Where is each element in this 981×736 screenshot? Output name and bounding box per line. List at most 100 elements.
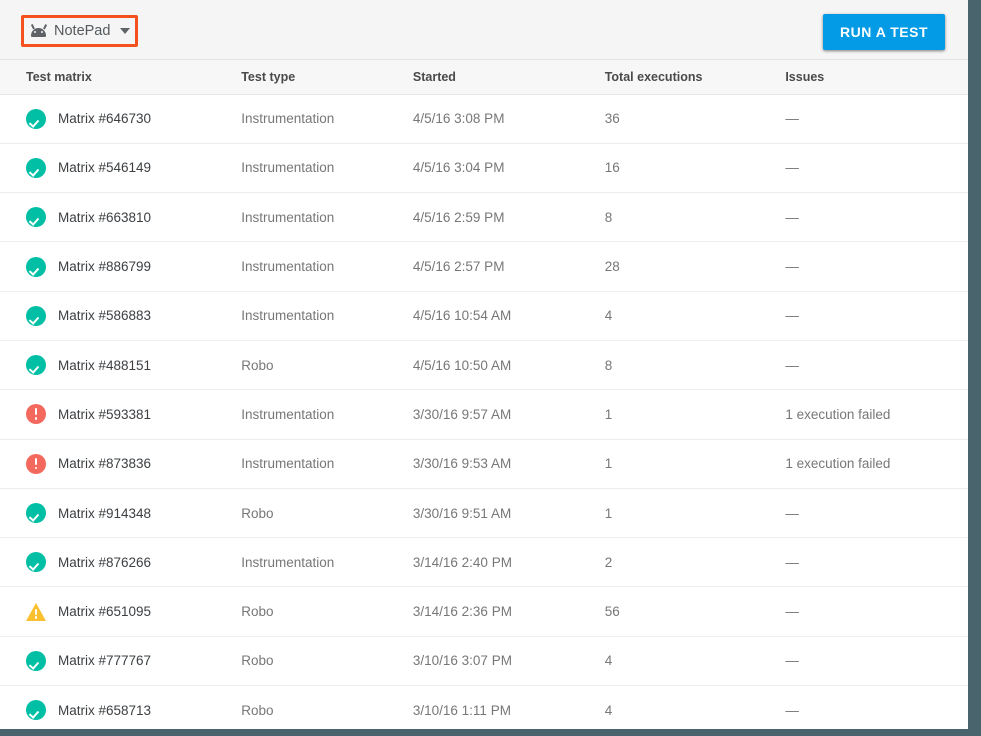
table-row[interactable]: Matrix #663810 Instrumentation 4/5/16 2:59… xyxy=(0,192,968,242)
table-row[interactable]: Matrix #873836 Instrumentation 3/30/16 9:5… xyxy=(0,439,968,489)
cell-issues: — xyxy=(785,209,799,225)
cell-test-matrix[interactable]: Matrix #546149 xyxy=(0,143,222,192)
matrix-cell-content: Matrix #593381 xyxy=(26,404,222,425)
cell-issues: 1 execution failed xyxy=(785,456,891,472)
cell-test-matrix[interactable]: Matrix #663810 xyxy=(0,193,222,242)
cell-issues: — xyxy=(785,505,799,521)
page-toolbar: NotePad RUN A TEST xyxy=(0,0,968,60)
cell-test-type: Instrumentation xyxy=(241,111,335,127)
table-row[interactable]: Matrix #914348 Robo 3/30/16 9:51 AM 1 — xyxy=(0,488,968,538)
matrix-name-label: Matrix #876266 xyxy=(58,554,152,570)
cell-started: 3/10/16 1:11 PM xyxy=(412,702,511,718)
chevron-down-icon[interactable] xyxy=(120,28,131,34)
cell-test-matrix[interactable]: Matrix #586883 xyxy=(0,291,222,340)
success-status-icon xyxy=(26,305,46,326)
cell-test-matrix[interactable]: Matrix #914348 xyxy=(0,488,222,537)
error-status-icon xyxy=(26,404,46,425)
app-selector-dropdown[interactable]: NotePad xyxy=(21,15,138,47)
success-status-icon xyxy=(26,108,46,129)
cell-total-executions: 2 xyxy=(604,554,613,570)
cell-test-matrix[interactable]: Matrix #876266 xyxy=(0,538,222,587)
cell-total-executions: 4 xyxy=(604,653,613,669)
matrix-name-label: Matrix #658713 xyxy=(58,702,152,718)
matrix-name-label: Matrix #586883 xyxy=(58,308,152,324)
cell-issues: — xyxy=(785,308,799,324)
cell-started: 3/30/16 9:53 AM xyxy=(412,456,512,472)
table-row[interactable]: Matrix #593381 Instrumentation 3/30/16 9:5… xyxy=(0,389,968,440)
cell-test-matrix[interactable]: Matrix #651095 xyxy=(0,587,222,636)
column-header-total-executions[interactable]: Total executions xyxy=(604,60,786,95)
success-status-icon xyxy=(26,650,46,671)
success-status-icon xyxy=(26,256,46,277)
cell-test-type: Robo xyxy=(241,604,274,620)
cell-started: 3/30/16 9:51 AM xyxy=(412,505,512,521)
warning-status-icon xyxy=(26,602,46,622)
cell-issues: — xyxy=(785,604,799,620)
window-bottom-edge xyxy=(0,729,981,736)
matrix-cell-content: Matrix #546149 xyxy=(26,157,222,178)
cell-started: 4/5/16 2:59 PM xyxy=(412,209,505,225)
matrix-cell-content: Matrix #876266 xyxy=(26,552,222,573)
table-row[interactable]: Matrix #886799 Instrumentation 4/5/16 2:57… xyxy=(0,241,968,292)
matrix-name-label: Matrix #777767 xyxy=(58,653,152,669)
cell-test-matrix[interactable]: Matrix #886799 xyxy=(0,242,222,291)
matrix-cell-content: Matrix #646730 xyxy=(26,108,222,129)
cell-test-matrix[interactable]: Matrix #777767 xyxy=(0,636,222,685)
column-header-test-type[interactable]: Test type xyxy=(222,60,408,95)
matrix-cell-content: Matrix #777767 xyxy=(26,650,222,671)
table-row[interactable]: Matrix #488151 Robo 4/5/16 10:50 AM 8 — xyxy=(0,340,968,390)
table-row[interactable]: Matrix #658713 Robo 3/10/16 1:11 PM 4 — xyxy=(0,685,968,729)
column-header-started[interactable]: Started xyxy=(407,60,605,95)
cell-started: 4/5/16 3:04 PM xyxy=(412,160,505,176)
matrix-name-label: Matrix #663810 xyxy=(58,209,152,225)
success-status-icon xyxy=(26,207,46,228)
table-row[interactable]: Matrix #586883 Instrumentation 4/5/16 10:5… xyxy=(0,291,968,341)
table-row[interactable]: Matrix #651095 Robo 3/14/16 2:36 PM 56 — xyxy=(0,586,968,637)
matrix-name-label: Matrix #546149 xyxy=(58,160,152,176)
cell-test-type: Instrumentation xyxy=(241,259,335,275)
column-header-issues[interactable]: Issues xyxy=(785,60,968,95)
cell-test-type: Instrumentation xyxy=(241,456,335,472)
cell-total-executions: 8 xyxy=(604,209,613,225)
table-row[interactable]: Matrix #546149 Instrumentation 4/5/16 3:04… xyxy=(0,143,968,193)
cell-total-executions: 1 xyxy=(604,406,613,422)
cell-test-type: Instrumentation xyxy=(241,308,335,324)
matrix-name-label: Matrix #873836 xyxy=(58,456,152,472)
matrix-cell-content: Matrix #586883 xyxy=(26,305,222,326)
window-right-edge xyxy=(968,0,981,736)
matrix-name-label: Matrix #886799 xyxy=(58,259,152,275)
cell-test-matrix[interactable]: Matrix #488151 xyxy=(0,340,222,389)
table-body: Matrix #646730 Instrumentation 4/5/16 3:08… xyxy=(0,94,968,729)
cell-issues: — xyxy=(785,111,799,127)
matrix-name-label: Matrix #646730 xyxy=(58,111,152,127)
cell-issues: — xyxy=(785,357,799,373)
cell-test-matrix[interactable]: Matrix #658713 xyxy=(0,686,222,729)
table-row[interactable]: Matrix #876266 Instrumentation 3/14/16 2:4… xyxy=(0,537,968,587)
table-row[interactable]: Matrix #646730 Instrumentation 4/5/16 3:08… xyxy=(0,94,968,144)
matrix-cell-content: Matrix #488151 xyxy=(26,355,222,376)
cell-test-type: Instrumentation xyxy=(241,554,335,570)
run-a-test-button[interactable]: RUN A TEST xyxy=(823,14,945,50)
cell-total-executions: 36 xyxy=(604,111,620,127)
cell-started: 3/30/16 9:57 AM xyxy=(412,406,512,422)
cell-test-type: Robo xyxy=(241,357,274,373)
cell-started: 4/5/16 10:54 AM xyxy=(412,308,512,324)
android-robot-icon xyxy=(30,23,47,39)
app-selector-label: NotePad xyxy=(54,23,111,39)
matrix-cell-content: Matrix #663810 xyxy=(26,207,222,228)
matrix-cell-content: Matrix #914348 xyxy=(26,503,222,524)
cell-test-type: Instrumentation xyxy=(241,160,335,176)
cell-test-matrix[interactable]: Matrix #593381 xyxy=(0,390,222,439)
cell-total-executions: 8 xyxy=(604,357,613,373)
matrix-name-label: Matrix #651095 xyxy=(58,604,152,620)
cell-issues: — xyxy=(785,160,799,176)
cell-test-matrix[interactable]: Matrix #873836 xyxy=(0,439,222,488)
cell-total-executions: 1 xyxy=(604,456,613,472)
cell-test-matrix[interactable]: Matrix #646730 xyxy=(0,94,222,143)
cell-test-type: Robo xyxy=(241,653,274,669)
matrix-name-label: Matrix #488151 xyxy=(58,357,152,373)
table-row[interactable]: Matrix #777767 Robo 3/10/16 3:07 PM 4 — xyxy=(0,636,968,686)
success-status-icon xyxy=(26,355,46,376)
column-header-test-matrix[interactable]: Test matrix xyxy=(0,60,223,95)
